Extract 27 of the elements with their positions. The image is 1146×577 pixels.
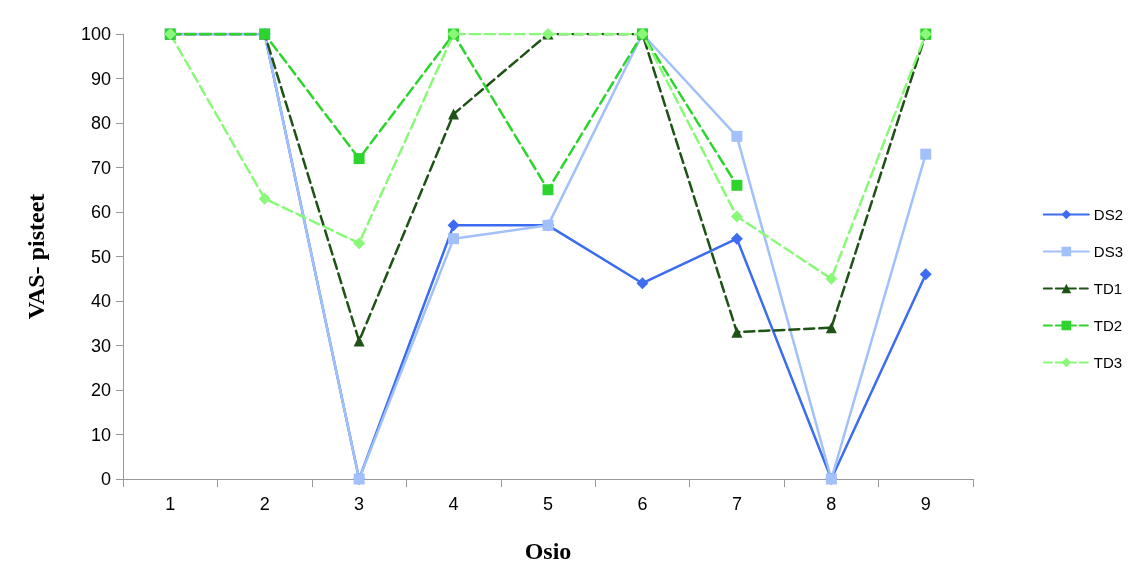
y-tick-label: 100 bbox=[80, 24, 111, 44]
x-tick-label: 4 bbox=[448, 494, 459, 514]
legend-label: DS2 bbox=[1093, 206, 1124, 223]
y-tick-label: 70 bbox=[90, 157, 111, 178]
y-tick-label: 20 bbox=[90, 380, 111, 400]
legend-label: TD2 bbox=[1093, 317, 1123, 334]
x-tick-label: 7 bbox=[731, 494, 742, 514]
x-axis-title: Osio bbox=[524, 538, 572, 564]
y-tick-label: 50 bbox=[90, 246, 111, 267]
y-tick-label: 40 bbox=[90, 291, 111, 311]
y-tick-label: 60 bbox=[90, 202, 111, 222]
x-tick-label: 1 bbox=[165, 494, 176, 514]
x-tick-label: 2 bbox=[259, 494, 270, 514]
x-tick-label: 3 bbox=[354, 494, 365, 514]
y-tick-label: 90 bbox=[90, 68, 111, 89]
legend-label: TD3 bbox=[1093, 354, 1123, 371]
y-tick-label: 10 bbox=[90, 424, 111, 445]
legend-label: DS3 bbox=[1093, 243, 1124, 260]
x-tick-label: 6 bbox=[637, 494, 648, 514]
y-tick-label: 80 bbox=[90, 113, 111, 133]
x-tick-label: 5 bbox=[542, 494, 554, 514]
y-axis-title: VAS- pisteet bbox=[23, 193, 49, 320]
y-tick-label: 30 bbox=[90, 335, 111, 356]
legend-label: TD1 bbox=[1093, 280, 1123, 297]
x-tick-label: 8 bbox=[826, 494, 837, 514]
x-tick-label: 9 bbox=[920, 494, 931, 514]
y-tick-label: 0 bbox=[100, 469, 111, 489]
